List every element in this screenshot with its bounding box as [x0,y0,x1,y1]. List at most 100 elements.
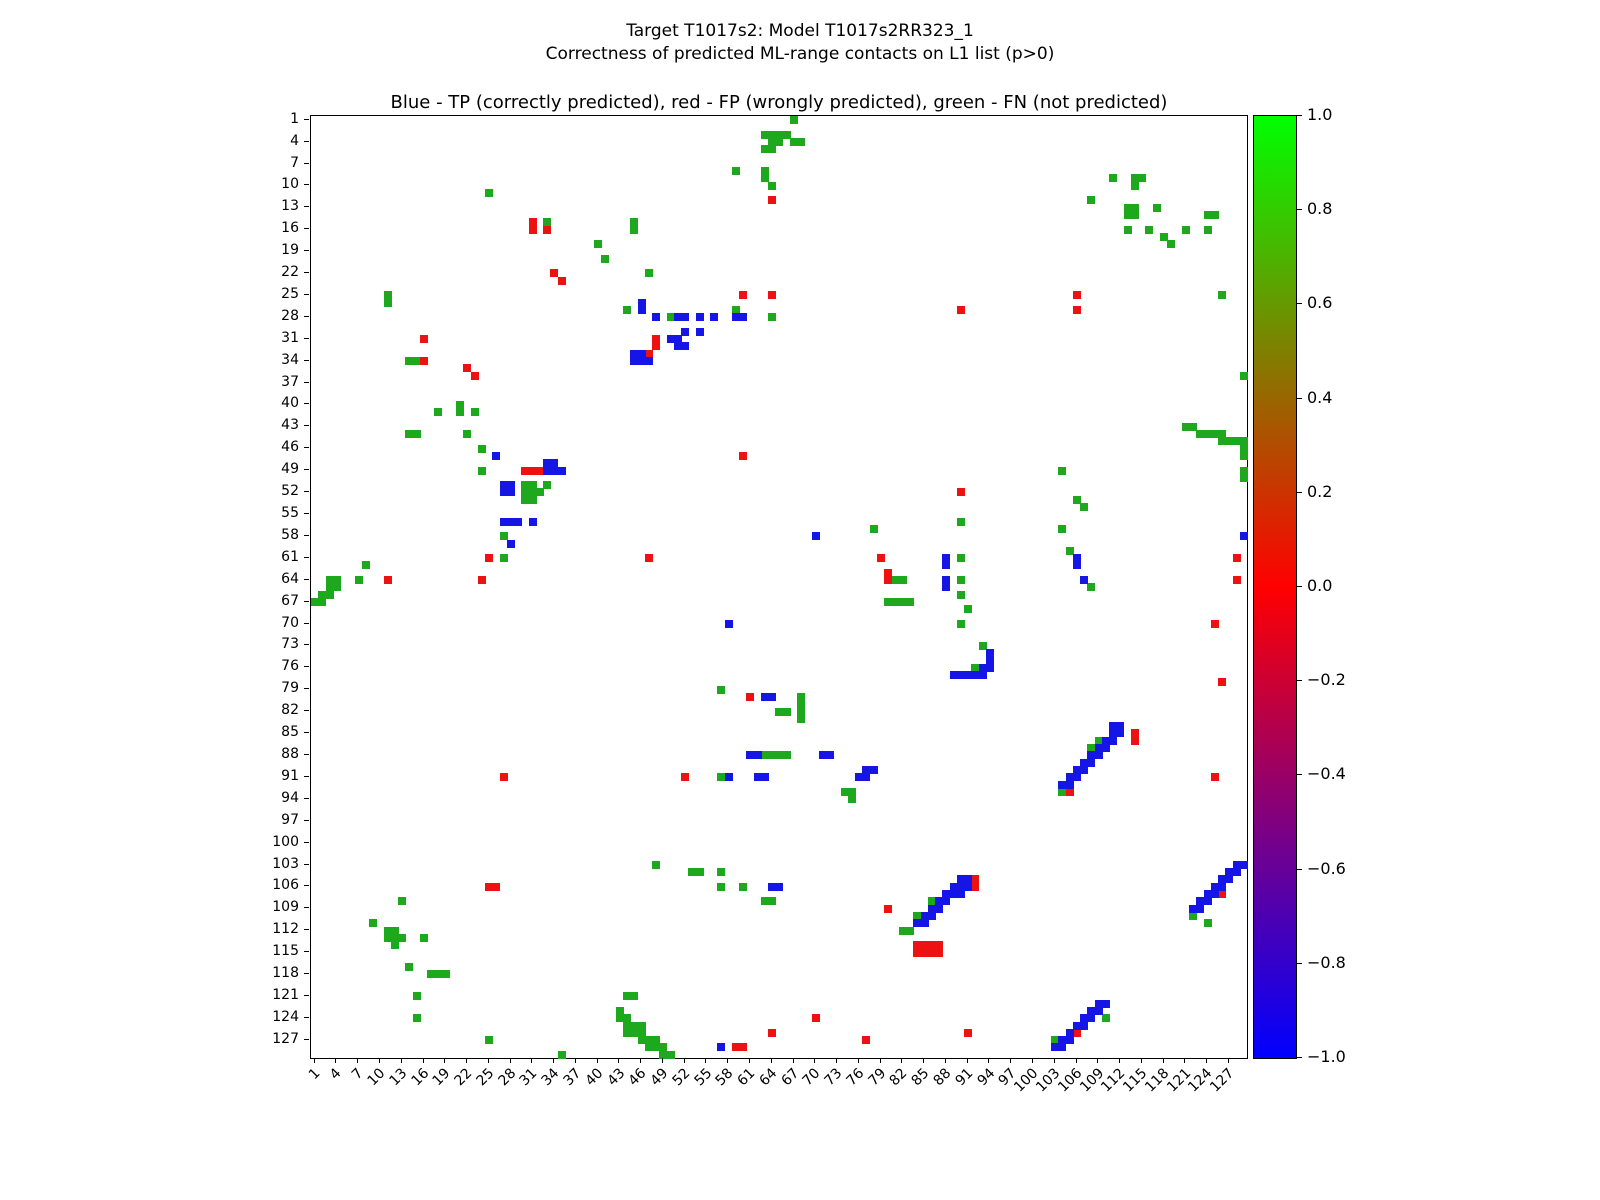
y-tick-mark [304,732,309,733]
contact-point-fn [659,1050,668,1059]
contact-point-fn [325,583,334,592]
y-tick-label: 64 [281,570,299,587]
y-tick-mark [304,556,309,558]
contact-point-fn [1189,422,1197,431]
colorbar-tick-mark [1297,303,1302,305]
x-tick-label: 4 [327,1065,345,1083]
contact-point-fn [775,707,784,716]
contact-point-tp [499,517,508,526]
contact-point-tp [1058,1036,1067,1045]
contact-point-fn [768,130,777,139]
contact-point-fn [630,992,639,1001]
contact-point-tp [731,313,740,322]
y-tick-label: 97 [281,811,299,828]
contact-point-fp [768,291,777,300]
y-tick-mark [304,293,309,295]
x-tick-label: 25 [473,1065,498,1090]
x-tick-mark [836,1058,837,1063]
contact-point-fn [1203,919,1212,928]
contact-point-fn [1181,422,1190,431]
contact-point-fp [1210,773,1219,782]
contact-point-fn [434,408,443,417]
contact-point-tp [956,890,965,898]
contact-point-fp [920,941,929,950]
contact-point-fp [419,335,428,344]
contact-point-fn [898,576,907,584]
x-tick-mark [1140,1058,1142,1063]
colorbar-tick-label: 1.0 [1307,105,1333,124]
contact-point-tp [710,313,719,322]
x-tick-mark [574,1058,576,1063]
contact-point-fn [521,481,530,490]
x-tick-label: 46 [625,1065,650,1090]
y-tick-mark [304,381,309,383]
contact-point-fn [1203,225,1212,234]
contact-point-fp [739,451,748,460]
contact-point-fn [797,692,806,701]
contact-point-tp [1072,554,1081,563]
contact-point-fp [1072,1028,1081,1037]
y-tick-mark [304,797,309,799]
x-tick-label: 31 [516,1065,541,1090]
contact-point-fn [906,598,914,606]
contact-point-fn [398,933,407,942]
contact-point-fn [1181,225,1190,234]
x-tick-mark [770,1058,772,1063]
y-tick-mark [304,184,309,186]
contact-point-fn [637,1028,646,1037]
x-tick-label: 16 [408,1065,433,1090]
contact-point-tp [652,313,660,322]
contact-point-fp [470,371,479,380]
contact-point-fp [477,576,486,584]
colorbar-tick-label: −0.6 [1307,858,1346,878]
contact-point-tp [949,882,958,891]
y-tick-label: 58 [281,526,299,543]
x-tick-mark [596,1058,598,1063]
contact-point-fn [1051,1036,1060,1045]
contact-point-fn [630,218,639,227]
colorbar-tick-label: 0.8 [1307,199,1333,219]
contact-point-fn [528,488,537,497]
x-tick-label: 34 [538,1065,563,1090]
x-tick-label: 58 [712,1065,737,1090]
contact-point-fn [477,466,486,475]
contact-point-fn [332,583,341,592]
contact-point-tp [1232,868,1241,877]
contact-point-fn [535,488,544,497]
contact-point-tp [543,466,552,475]
y-tick-mark [304,469,309,471]
contact-point-tp [985,663,994,672]
contact-point-tp [1218,875,1226,884]
contact-point-fn [369,919,377,928]
contact-point-fn [847,787,856,796]
contact-point-tp [949,890,958,898]
contact-point-tp [1094,999,1103,1008]
y-tick-mark [304,710,309,712]
contact-point-tp [768,692,777,701]
y-tick-label: 28 [281,307,299,324]
contact-point-fn [956,590,965,599]
y-tick-label: 76 [281,658,299,675]
contact-point-fn [594,240,602,249]
contact-point-fn [739,882,748,891]
x-tick-mark [944,1058,946,1063]
contact-point-fp [731,1043,740,1052]
contact-point-tp [956,875,965,884]
y-tick-mark [304,1016,309,1018]
contact-point-fp [746,692,755,701]
colorbar-tick-label: 0.4 [1307,387,1333,407]
x-tick-mark [792,1058,794,1063]
contact-point-tp [681,342,689,351]
contact-point-fp [499,773,508,782]
contact-point-fn [768,313,777,322]
contact-point-tp [1080,1014,1089,1023]
y-tick-mark [304,491,309,493]
contact-point-fn [463,430,472,438]
x-tick-mark [1075,1058,1077,1063]
y-tick-label: 43 [281,417,299,434]
contact-point-fn [332,576,341,584]
contact-point-fn [768,897,777,906]
x-tick-mark [727,1058,729,1063]
contact-point-fn [1167,240,1176,249]
contact-point-fn [1058,466,1067,475]
